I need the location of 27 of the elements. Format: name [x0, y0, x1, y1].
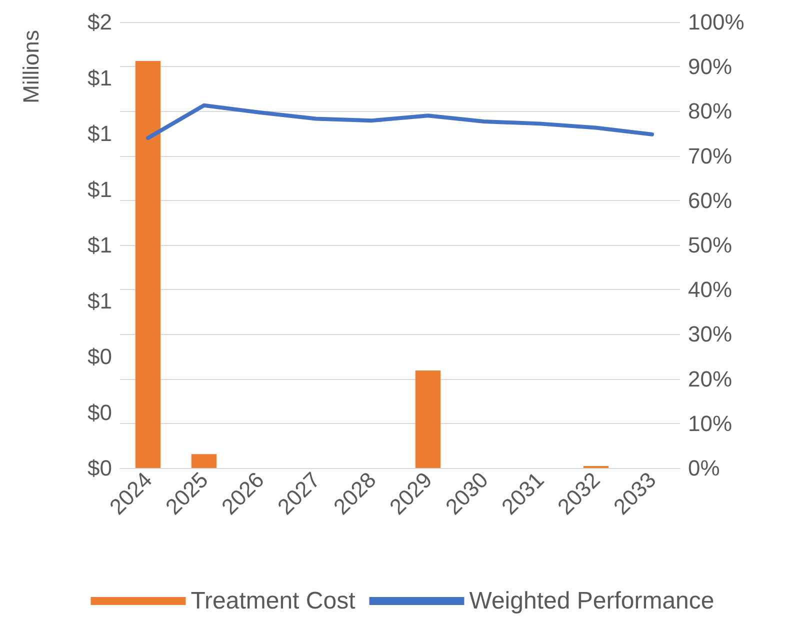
y-tick-label: $0	[88, 344, 112, 369]
y2-tick-label: 20%	[688, 366, 732, 392]
legend-label: Weighted Performance	[469, 588, 714, 614]
y2-tick-label: 50%	[688, 232, 732, 258]
y-tick-label: $1	[88, 121, 112, 146]
y2-tick-label: 60%	[688, 188, 732, 213]
y2-tick-label: 30%	[688, 322, 732, 347]
y2-tick-label: 100%	[688, 10, 744, 34]
y-tick-label: $1	[88, 288, 112, 314]
y2-tick-label: 0%	[688, 456, 720, 480]
y-tick-label: $1	[88, 232, 112, 258]
bar	[415, 370, 441, 468]
y2-tick-label: 40%	[688, 277, 732, 302]
y-tick-label: $1	[88, 176, 112, 202]
y-tick-label: $0	[88, 456, 112, 480]
line-series	[146, 103, 654, 140]
y-tick-label: $2	[88, 10, 112, 34]
bar	[191, 454, 217, 468]
bar	[135, 61, 161, 468]
y2-tick-label: 80%	[688, 98, 732, 124]
y-tick-label: $1	[88, 65, 112, 90]
y2-tick-label: 70%	[688, 143, 732, 168]
y2-tick-label: 10%	[688, 410, 732, 436]
y2-tick-label: 90%	[688, 54, 732, 80]
y-tick-label: $0	[88, 400, 112, 425]
y-axis-title: Millions	[18, 30, 44, 104]
legend-label: Treatment Cost	[190, 588, 356, 614]
